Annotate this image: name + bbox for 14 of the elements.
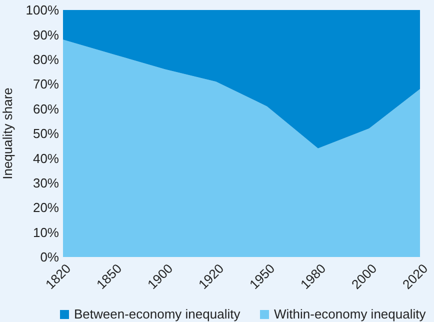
legend-label: Between-economy inequality: [74, 306, 241, 322]
y-tick-label: 40%: [32, 150, 60, 166]
y-tick-label: 20%: [32, 200, 60, 216]
y-tick-label: 60%: [32, 101, 60, 116]
y-tick-label: 70%: [32, 76, 60, 92]
y-tick-label: 90%: [32, 27, 60, 42]
y-tick-label: 100%: [26, 2, 60, 18]
legend-label: Within-economy inequality: [274, 306, 426, 322]
y-tick-label: 10%: [32, 224, 60, 240]
y-tick-label: 0%: [40, 250, 60, 265]
y-tick-label: 50%: [32, 126, 60, 142]
y-axis-title: Inequality share: [0, 88, 15, 180]
y-tick-label: 30%: [32, 175, 60, 190]
y-tick-label: 80%: [32, 52, 60, 67]
